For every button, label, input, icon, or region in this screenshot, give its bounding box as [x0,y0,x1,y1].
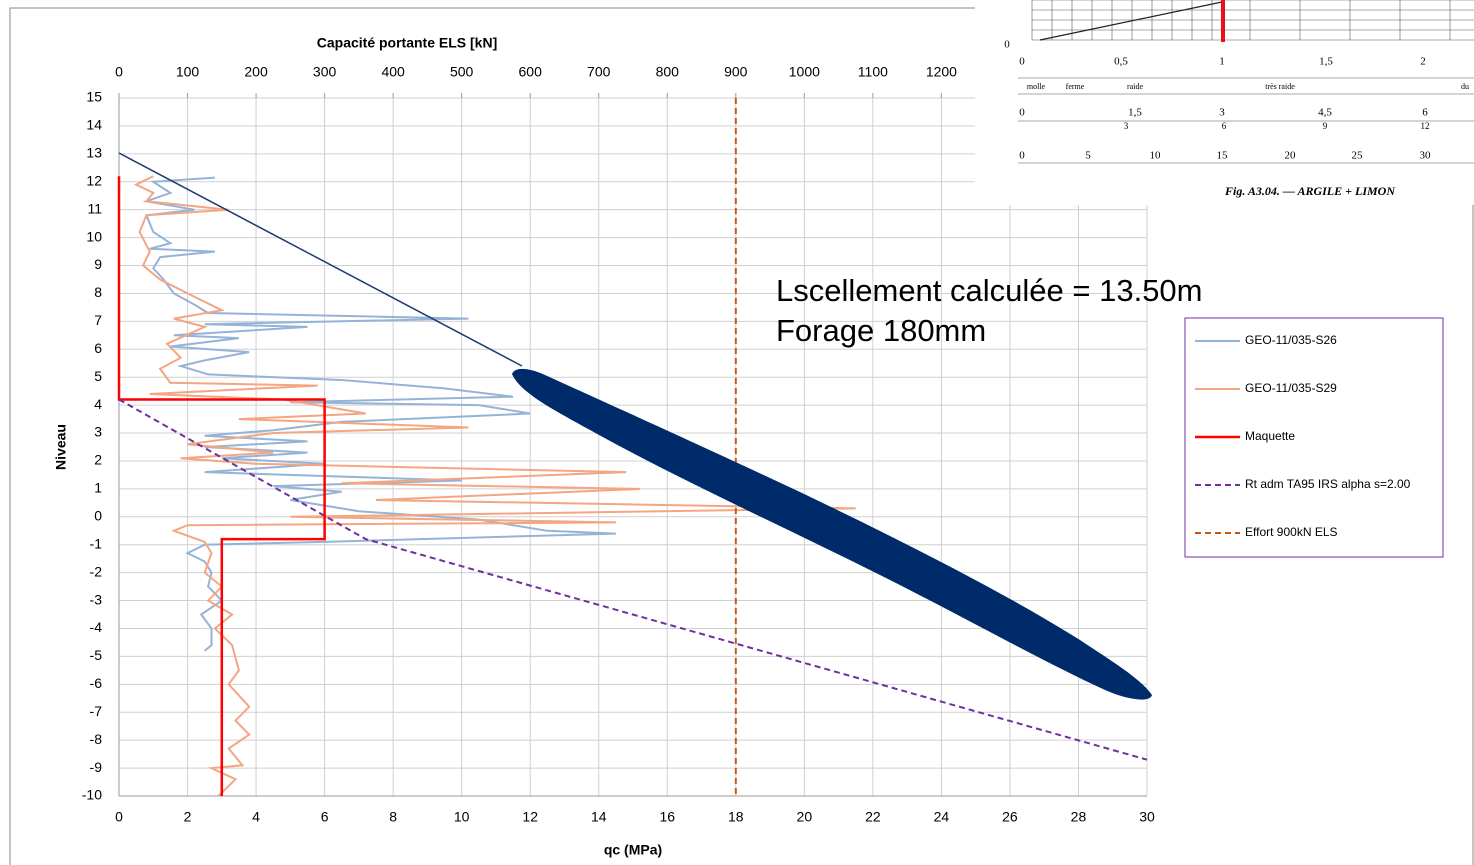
inset-label: 20 [1285,150,1297,162]
x2-tick-label: 100 [176,64,200,80]
inset-label: 0,5 [1114,56,1128,68]
inset-label: 6 [1422,107,1428,119]
inset-label: molle [1027,82,1046,91]
y-tick-label: 14 [86,117,102,133]
x2-tick-label: 700 [587,64,611,80]
legend-label: Maquette [1245,429,1295,443]
y-tick-label: 9 [94,256,102,272]
x-tick-label: 0 [115,809,123,825]
inset-label: 9 [1323,121,1328,131]
annotation: Lscellement calculée = 13.50m [776,273,1203,308]
x-tick-label: 16 [659,809,675,825]
x-tick-label: 24 [934,809,950,825]
x-tick-label: 20 [797,809,813,825]
x2-tick-label: 400 [381,64,405,80]
inset-label: 3 [1219,107,1225,119]
y-tick-label: 5 [94,368,102,384]
x2-tick-label: 900 [724,64,748,80]
x-tick-label: 12 [522,809,538,825]
y-tick-label: -10 [82,787,102,803]
inset-label: très raide [1265,82,1295,91]
x2-tick-label: 800 [656,64,680,80]
x2-tick-label: 1200 [926,64,957,80]
y-tick-label: 6 [94,340,102,356]
y-tick-label: -4 [90,619,103,635]
y-tick-label: 15 [86,89,102,105]
y-tick-label: -5 [90,647,103,663]
x-tick-label: 6 [321,809,329,825]
x-tick-label: 8 [389,809,397,825]
legend-label: GEO-11/035-S26 [1245,333,1337,347]
x-tick-label: 30 [1139,809,1155,825]
y-tick-label: 0 [94,508,102,524]
inset-label: 12 [1421,121,1430,131]
inset-label: 0 [1019,56,1025,68]
inset-label: raide [1127,82,1143,91]
x-tick-label: 18 [728,809,744,825]
x-tick-label: 14 [591,809,607,825]
y-tick-label: 3 [94,424,102,440]
inset-label: 5 [1085,150,1091,162]
inset-label: 0 [1004,39,1010,51]
inset-label: 0 [1019,107,1025,119]
inset-label: 1,5 [1319,56,1333,68]
x2-axis-title: Capacité portante ELS [kN] [317,35,497,51]
x-tick-label: 28 [1071,809,1087,825]
chart: Capacité portante ELS [kN] qc (MPa) Nive… [0,0,1474,865]
y-tick-label: 8 [94,284,102,300]
y-tick-label: 4 [94,396,102,412]
y-tick-label: 2 [94,452,102,468]
y-tick-label: -2 [90,563,103,579]
y-tick-label: -7 [90,703,103,719]
x2-tick-label: 200 [244,64,268,80]
inset-label: 2 [1420,56,1426,68]
x2-tick-label: 1000 [789,64,820,80]
inset-label: 15 [1217,150,1229,162]
series-line [146,178,616,651]
y-tick-label: -8 [90,731,103,747]
x-axis-title: qc (MPa) [604,842,662,858]
x-tick-label: 4 [252,809,260,825]
inset-label: 0 [1019,150,1025,162]
x2-tick-label: 1100 [858,64,888,80]
inset-caption: Fig. A3.04. — ARGILE + LIMON [1224,184,1396,198]
x-tick-label: 2 [184,809,192,825]
legend-label: Rt adm TA95 IRS alpha s=2.00 [1245,477,1411,491]
x2-tick-label: 0 [115,64,123,80]
y-tick-label: 10 [86,228,102,244]
y-tick-label: 12 [86,172,102,188]
y-tick-label: -9 [90,759,103,775]
legend-label: GEO-11/035-S29 [1245,381,1337,395]
inset-label: du [1461,82,1469,91]
y-tick-label: 1 [94,480,102,496]
y-tick-label: 13 [86,145,102,161]
inset-label: 25 [1352,150,1364,162]
inset-label: 10 [1150,150,1162,162]
x2-tick-label: 300 [313,64,337,80]
x2-tick-label: 600 [519,64,543,80]
inset-label: 30 [1420,150,1432,162]
y-tick-label: -3 [90,591,103,607]
inset-label: 6 [1222,121,1227,131]
y-tick-label: -6 [90,675,103,691]
inset-label: 1,5 [1128,107,1142,119]
inset-red-mark [1221,0,1225,42]
x2-tick-label: 500 [450,64,474,80]
x-tick-label: 26 [1002,809,1018,825]
inset-label: 4,5 [1318,107,1332,119]
inset-label: ferme [1066,82,1085,91]
y-tick-label: 7 [94,312,102,328]
x-tick-label: 22 [865,809,881,825]
inset-label: 1 [1219,56,1225,68]
y-tick-label: -1 [90,535,103,551]
y-axis-title: Niveau [53,424,69,470]
y-tick-label: 11 [87,200,102,216]
inset-label: 3 [1124,121,1129,131]
legend-label: Effort 900kN ELS [1245,525,1338,539]
x-tick-label: 10 [454,809,470,825]
annotation: Forage 180mm [776,313,986,348]
